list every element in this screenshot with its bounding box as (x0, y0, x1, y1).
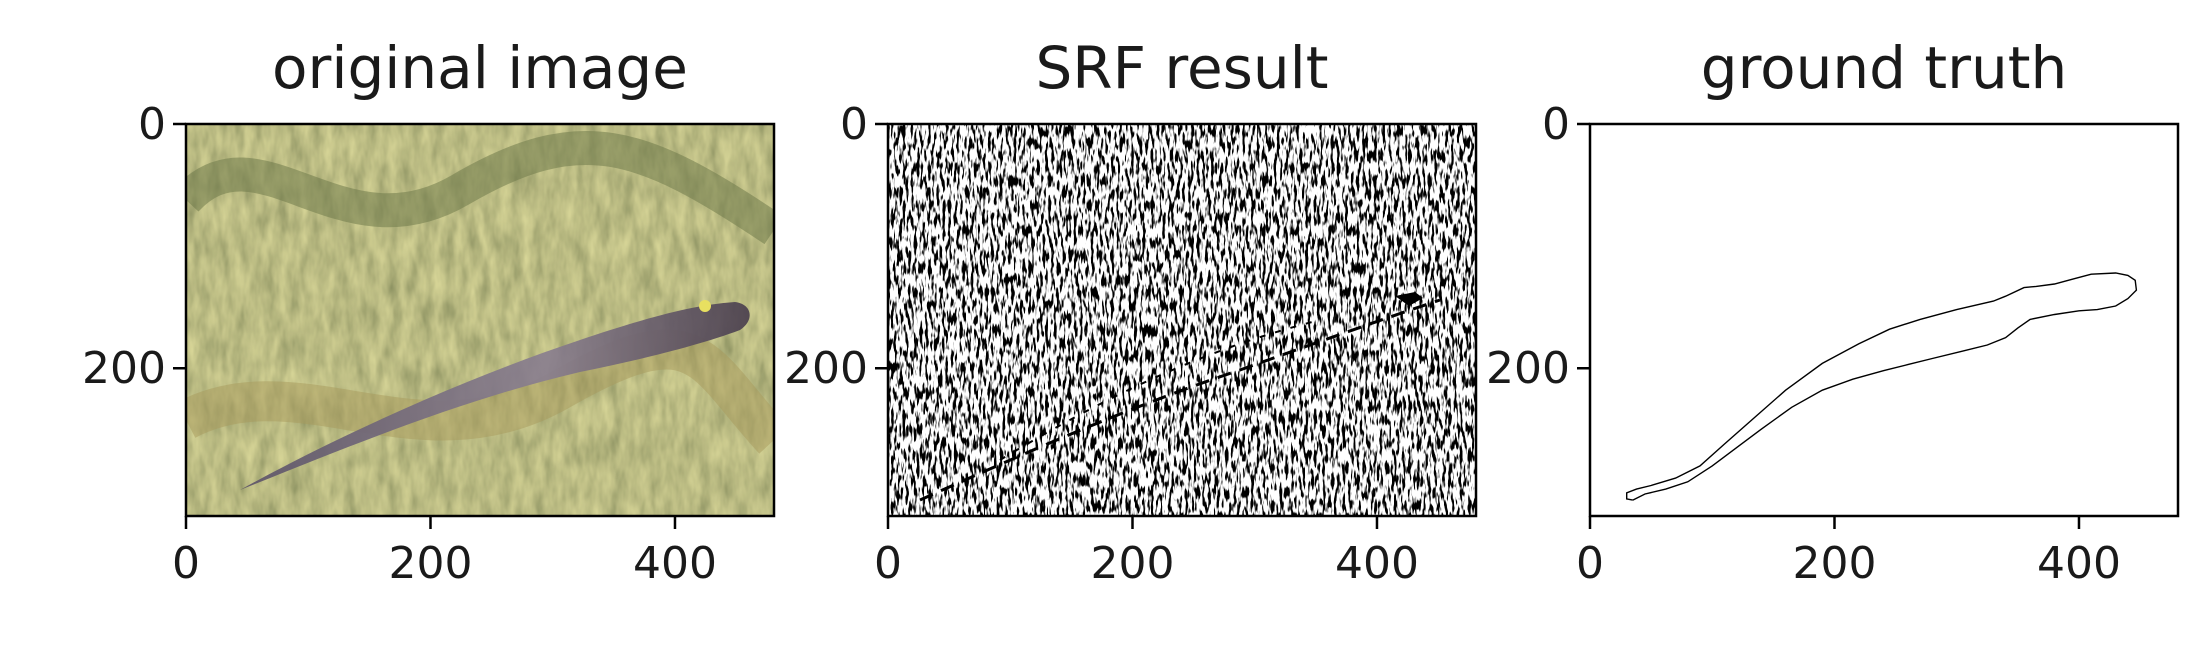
fish-eye (699, 300, 711, 312)
y-ticks: 0 200 (1486, 99, 1590, 394)
y-tick-label: 200 (82, 343, 166, 394)
coral-ridge (186, 130, 774, 245)
fish-edge-strokes (919, 298, 1441, 502)
x-tick-label: 400 (2037, 538, 2121, 589)
ground-truth-image (1590, 124, 2178, 516)
panel-original-image: original image 0 200 400 0 200 (82, 34, 776, 589)
x-tick-label: 200 (1792, 538, 1876, 589)
x-tick-label: 0 (874, 538, 902, 589)
edge-blob (1395, 292, 1423, 306)
axes-frame (184, 122, 776, 518)
panel-ground-truth: ground truth 0 200 400 0 200 (1486, 34, 2180, 589)
axes-frame (1588, 122, 2180, 518)
photo-image (186, 124, 774, 516)
coral-ridge (186, 329, 774, 454)
axes-frame (886, 122, 1478, 518)
y-ticks: 0 200 (82, 99, 186, 394)
panel-title: ground truth (1701, 34, 2068, 102)
srf-image (888, 124, 1476, 516)
fish-contour (1626, 272, 2138, 501)
y-tick-label: 0 (1542, 99, 1570, 150)
x-tick-label: 200 (1090, 538, 1174, 589)
x-tick-label: 0 (1576, 538, 1604, 589)
panel-title: original image (272, 34, 688, 102)
y-tick-label: 0 (138, 99, 166, 150)
x-tick-label: 400 (633, 538, 717, 589)
x-ticks: 0 200 400 (1576, 516, 2121, 589)
x-ticks: 0 200 400 (172, 516, 717, 589)
x-tick-label: 200 (388, 538, 472, 589)
fish-body (240, 302, 750, 490)
y-tick-label: 200 (784, 343, 868, 394)
panel-title: SRF result (1035, 34, 1328, 102)
y-tick-label: 200 (1486, 343, 1570, 394)
x-tick-label: 400 (1335, 538, 1419, 589)
panel-srf-result: SRF result 0 200 400 0 200 (784, 34, 1478, 589)
y-ticks: 0 200 (784, 99, 888, 394)
x-ticks: 0 200 400 (874, 516, 1419, 589)
y-tick-label: 0 (840, 99, 868, 150)
x-tick-label: 0 (172, 538, 200, 589)
